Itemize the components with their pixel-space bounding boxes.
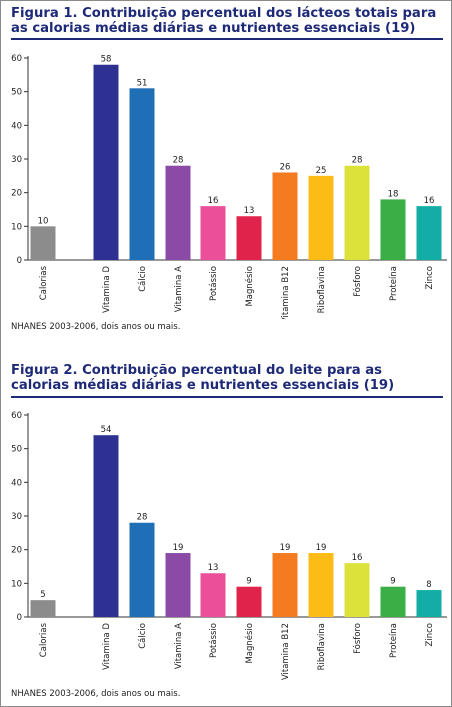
bar — [236, 586, 262, 617]
category-label: Proteína — [389, 623, 399, 658]
category-label: Vitamina A — [174, 266, 184, 312]
bar — [165, 553, 191, 617]
category-label: Potássio — [209, 623, 219, 658]
y-tick-label: 20 — [11, 189, 22, 199]
bar-value-label: 28 — [173, 156, 184, 166]
bar-value-label: 28 — [352, 156, 363, 166]
category-label: Riboflavina — [317, 623, 327, 670]
y-tick-label: 0 — [17, 256, 22, 266]
bar-value-label: 18 — [388, 189, 399, 199]
figure-1-source-note: NHANES 2003-2006, dois anos ou mais. — [11, 322, 181, 332]
category-label: Fósforo — [352, 623, 363, 654]
y-tick-label: 30 — [11, 155, 22, 165]
bar — [30, 600, 56, 617]
bar — [380, 199, 406, 260]
bar-value-label: 19 — [316, 543, 327, 553]
bar-value-label: 13 — [208, 563, 219, 573]
y-tick-label: 0 — [17, 613, 22, 623]
category-label: Cálcio — [138, 623, 148, 649]
category-label: Vitamina A — [174, 623, 184, 669]
figure-2-title: Figura 2. Contribuição percentual do lei… — [11, 363, 395, 393]
bar — [308, 175, 334, 260]
category-label: Vitamina B12 — [281, 623, 291, 680]
figure-1-title: Figura 1. Contribuição percentual dos lá… — [11, 6, 437, 36]
bar — [344, 563, 370, 617]
bar — [93, 64, 119, 260]
bar — [380, 586, 406, 617]
bar-value-label: 54 — [101, 425, 112, 435]
category-label: Magnésio — [244, 266, 255, 307]
y-tick-label: 10 — [11, 579, 22, 589]
category-label: Riboflavina — [317, 266, 327, 313]
figure-2-title-rule — [11, 396, 443, 398]
bar-value-label: 5 — [40, 590, 45, 600]
bar-value-label: 25 — [316, 166, 327, 176]
figure-2-source-note: NHANES 2003-2006, dois anos ou mais. — [11, 689, 181, 699]
bar-value-label: 51 — [137, 78, 148, 88]
y-tick-label: 20 — [11, 546, 22, 556]
y-tick-label: 10 — [11, 222, 22, 232]
bar — [93, 435, 119, 617]
y-tick-label: 30 — [11, 512, 22, 522]
category-label: Calorias — [39, 265, 49, 300]
bar — [416, 206, 442, 260]
category-label: Calorias — [39, 622, 49, 657]
bar-value-label: 19 — [280, 543, 291, 553]
y-tick-label: 50 — [11, 88, 22, 98]
bar-value-label: 9 — [390, 577, 395, 587]
bar — [272, 553, 298, 617]
bar — [344, 165, 370, 260]
bar — [30, 226, 56, 260]
y-tick-label: 60 — [11, 411, 22, 421]
bar-value-label: 10 — [38, 216, 49, 226]
bar-value-label: 13 — [244, 206, 255, 216]
category-label: Vitamina D — [102, 266, 112, 313]
figure-2-bar-chart: 0 10 20 30 40 50 60 5 Calorias 54 Vitamina D 28 Cálc… — [11, 411, 447, 680]
figure-1-title-rule — [11, 38, 443, 40]
category-label: Potássio — [209, 266, 219, 301]
y-tick-label: 60 — [11, 54, 22, 64]
y-tick-label: 40 — [11, 121, 22, 131]
category-label: Magnésio — [244, 623, 255, 664]
y-tick-label: 50 — [11, 445, 22, 455]
bar — [416, 590, 442, 617]
bar-value-label: 9 — [246, 577, 251, 587]
bar — [200, 573, 226, 617]
bar-value-label: 8 — [426, 580, 431, 590]
category-label: Fósforo — [352, 266, 363, 297]
category-label: Vitamina D — [102, 623, 112, 670]
bar — [200, 206, 226, 260]
category-label: Proteína — [389, 266, 399, 301]
category-label: Vitamina B12 — [281, 266, 291, 319]
bar-value-label: 16 — [208, 196, 219, 206]
bar — [165, 165, 191, 260]
bar-value-label: 28 — [137, 513, 148, 523]
bar-value-label: 16 — [352, 553, 363, 563]
bar-value-label: 26 — [280, 162, 291, 172]
bar — [308, 553, 334, 617]
category-label: Zinco — [425, 266, 435, 289]
bar-value-label: 19 — [173, 543, 184, 553]
category-label: Zinco — [425, 623, 435, 646]
bar — [129, 88, 155, 260]
figure-1-bar-chart: 0 10 20 30 40 50 60 10 Calorias 58 Vitamina D 51 Cál… — [11, 54, 447, 319]
bar — [129, 522, 155, 617]
bar — [272, 172, 298, 260]
bar-value-label: 58 — [101, 55, 112, 65]
category-label: Cálcio — [138, 266, 148, 292]
bar-value-label: 16 — [424, 196, 435, 206]
bar — [236, 216, 262, 260]
y-tick-label: 40 — [11, 478, 22, 488]
